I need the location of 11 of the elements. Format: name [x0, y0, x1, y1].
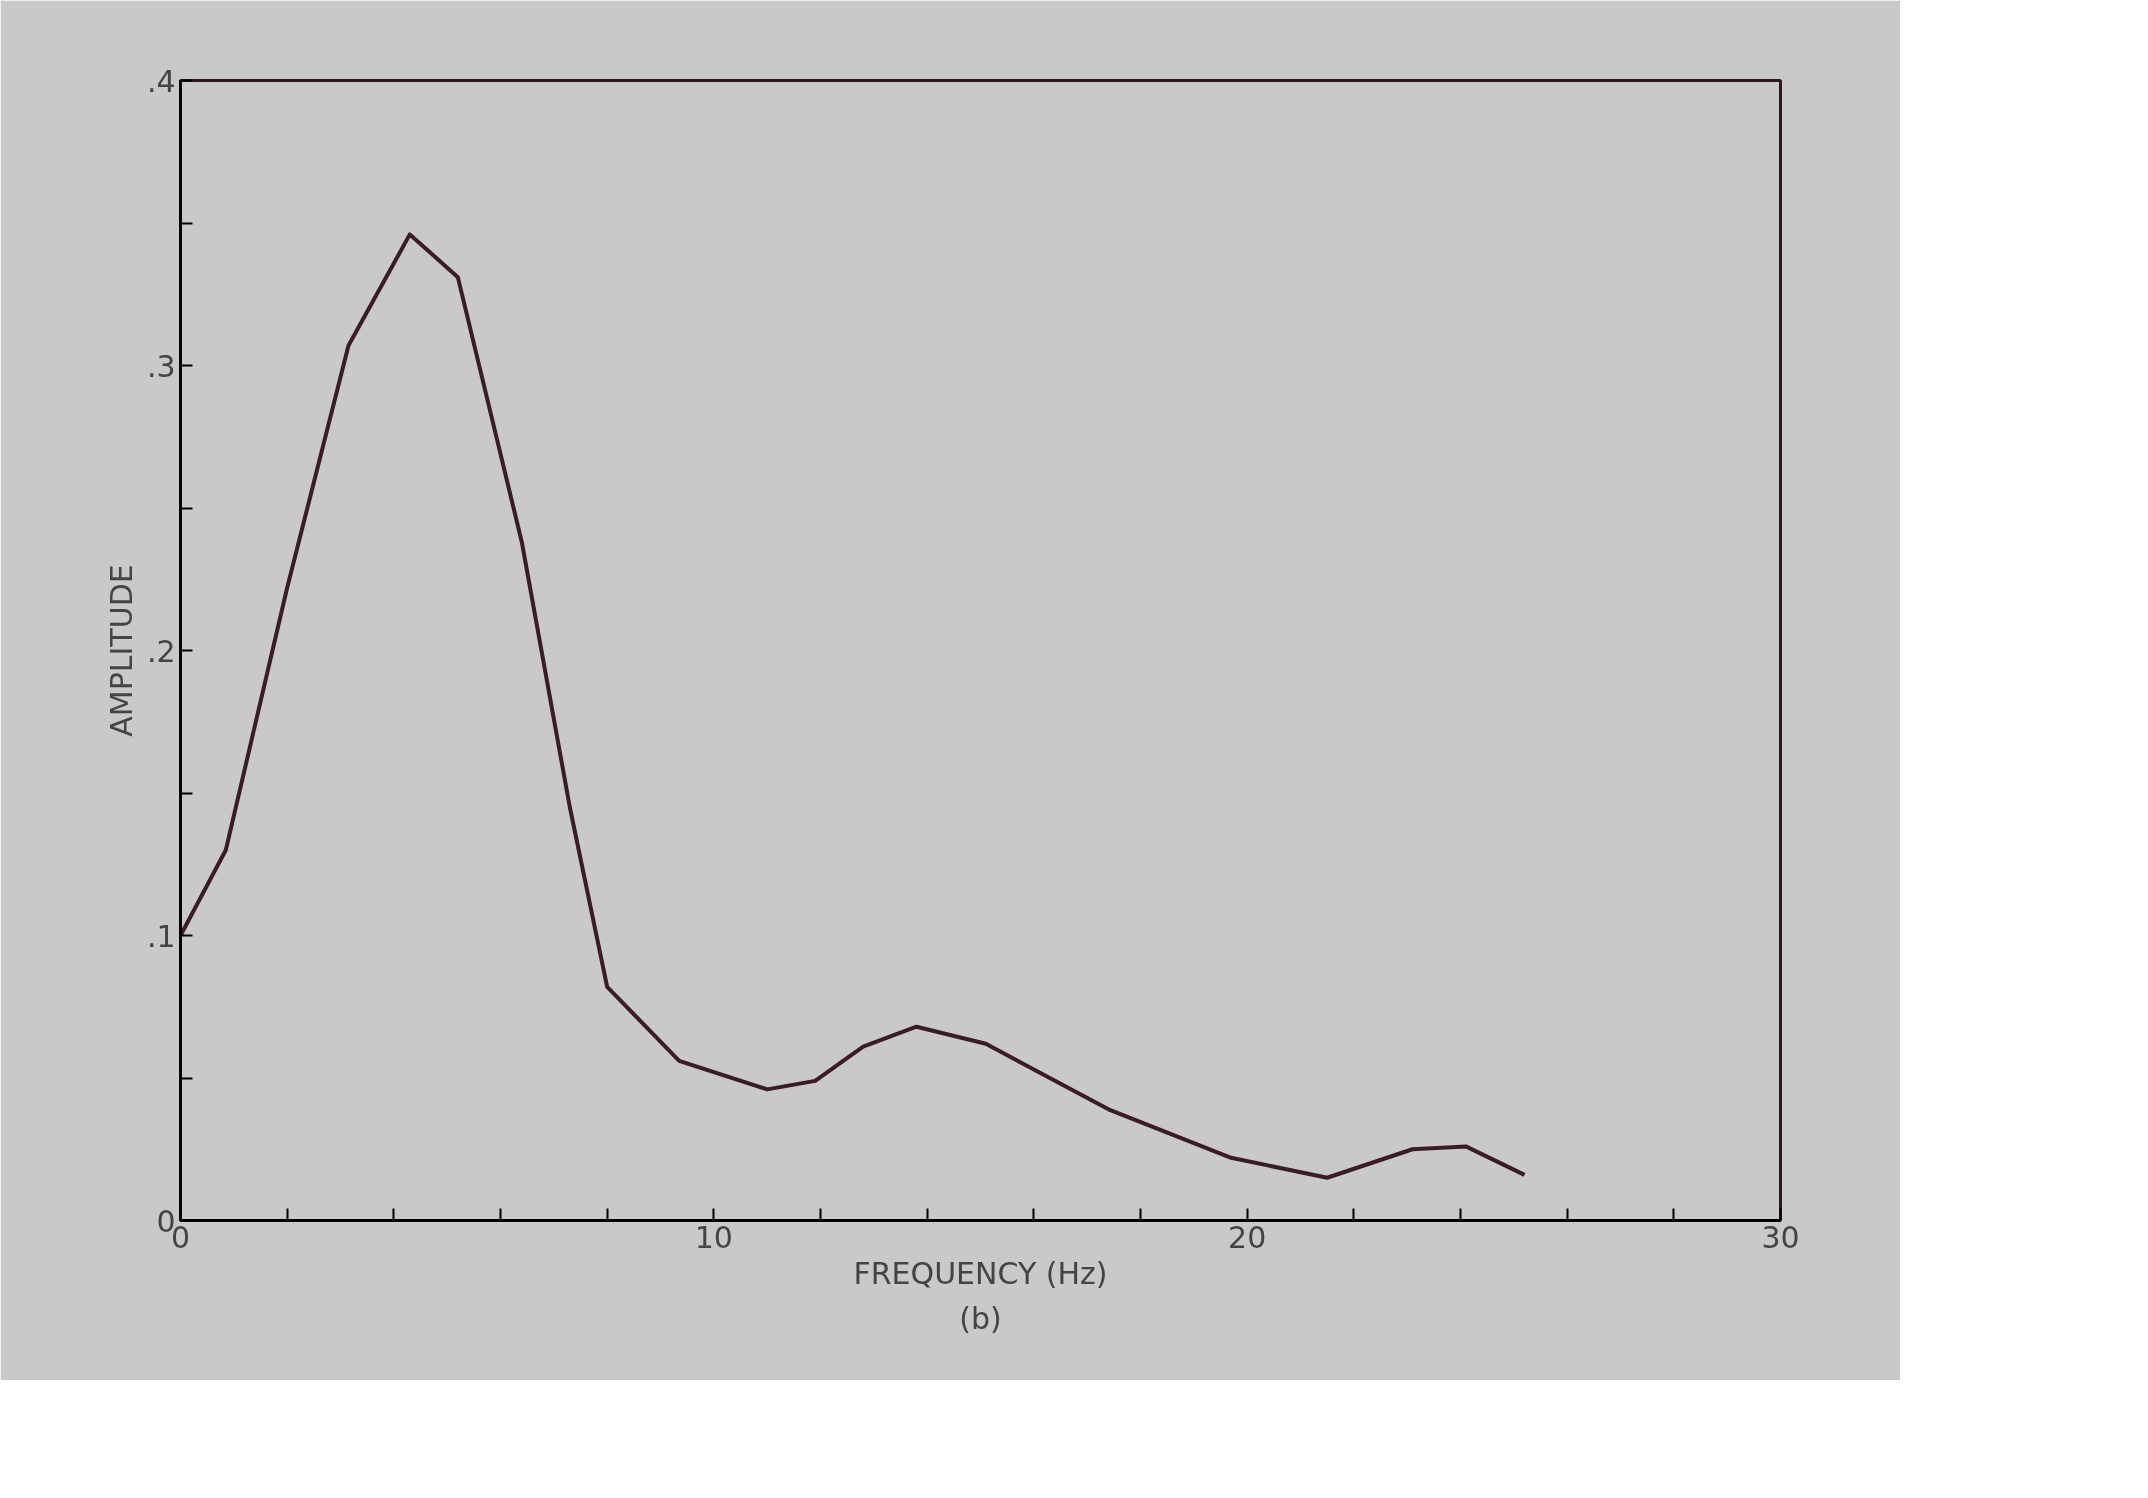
x-tick-label: 20 — [1228, 1219, 1267, 1255]
line-series — [180, 232, 1527, 1180]
y-tick-label: .4 — [146, 63, 176, 99]
y-tick-label: .2 — [146, 633, 176, 669]
x-tick-label: 30 — [1761, 1219, 1800, 1255]
x-tick-label: 10 — [694, 1219, 733, 1255]
x-axis-title: FREQUENCY (Hz) — [853, 1255, 1108, 1291]
text: (b) — [959, 1300, 1002, 1336]
y-tick-label: .1 — [146, 918, 176, 954]
y-tick-label: .3 — [146, 348, 176, 384]
y-axis-title: AMPLITUDE — [103, 564, 139, 737]
